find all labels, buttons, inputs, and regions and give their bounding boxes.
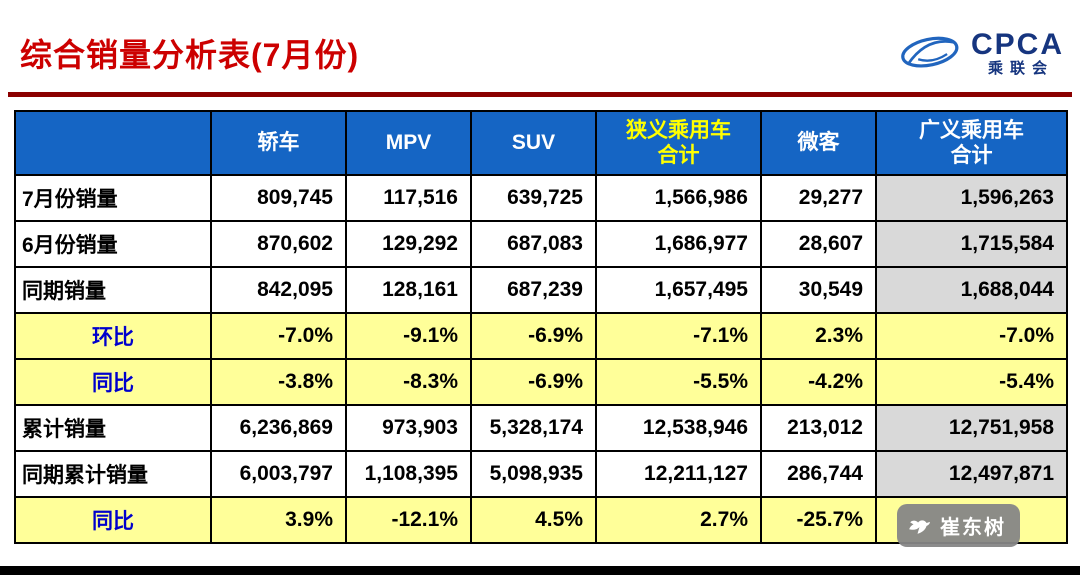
title-divider-line (8, 92, 1072, 97)
row-label: 7月份销量 (14, 174, 212, 222)
value-cell: 973,903 (345, 404, 472, 452)
value-cell: -4.2% (760, 358, 877, 406)
value-cell: -7.0% (210, 312, 347, 360)
value-cell: 129,292 (345, 220, 472, 268)
value-cell: 3.9% (210, 496, 347, 544)
table-header: 轿车 MPV SUV 狭义乘用车 合计 微客 广义乘用车 合计 (14, 110, 1068, 176)
column-header: 狭义乘用车 合计 (595, 110, 762, 176)
value-cell: 2.3% (760, 312, 877, 360)
row-label: 累计销量 (14, 404, 212, 452)
column-header: 微客 (760, 110, 877, 176)
value-cell: 1,715,584 (875, 220, 1068, 268)
row-label: 同比 (14, 496, 212, 544)
value-cell: 6,236,869 (210, 404, 347, 452)
value-cell: -6.9% (470, 312, 597, 360)
corner-header-cell (14, 110, 212, 176)
value-cell: 1,566,986 (595, 174, 762, 222)
value-cell: 1,686,977 (595, 220, 762, 268)
value-cell: -9.1% (345, 312, 472, 360)
value-cell: 842,095 (210, 266, 347, 314)
header-row: 轿车 MPV SUV 狭义乘用车 合计 微客 广义乘用车 合计 (14, 110, 1068, 176)
value-cell: 1,657,495 (595, 266, 762, 314)
value-cell: 1,108,395 (345, 450, 472, 498)
value-cell: 687,239 (470, 266, 597, 314)
table-row: 环比 -7.0% -9.1% -6.9% -7.1% 2.3% -7.0% (14, 312, 1068, 360)
value-cell: 12,538,946 (595, 404, 762, 452)
value-cell: 4.5% (470, 496, 597, 544)
cpca-logo-name: CPCA (970, 28, 1064, 62)
value-cell: 6,003,797 (210, 450, 347, 498)
value-cell: 639,725 (470, 174, 597, 222)
value-cell: 2.7% (595, 496, 762, 544)
row-label: 同期销量 (14, 266, 212, 314)
value-cell: -8.3% (345, 358, 472, 406)
row-label: 环比 (14, 312, 212, 360)
column-header: MPV (345, 110, 472, 176)
table-row: 同期累计销量 6,003,797 1,108,395 5,098,935 12,211,… (14, 450, 1068, 498)
bottom-bar (0, 566, 1080, 575)
table-row: 同比 -3.8% -8.3% -6.9% -5.5% -4.2% -5.4% (14, 358, 1068, 406)
value-cell: -5.5% (595, 358, 762, 406)
table-row: 6月份销量 870,602 129,292 687,083 1,686,977 28,60… (14, 220, 1068, 268)
value-cell: 117,516 (345, 174, 472, 222)
value-cell: 128,161 (345, 266, 472, 314)
value-cell: 1,688,044 (875, 266, 1068, 314)
value-cell: 28,607 (760, 220, 877, 268)
row-label: 6月份销量 (14, 220, 212, 268)
table-row: 同期销量 842,095 128,161 687,239 1,657,495 30,549… (14, 266, 1068, 314)
row-label: 同期累计销量 (14, 450, 212, 498)
value-cell: 12,497,871 (875, 450, 1068, 498)
top-bar: 综合销量分析表(7月份) CPCA 乘联会 (0, 0, 1080, 90)
value-cell: 12,211,127 (595, 450, 762, 498)
column-header: 广义乘用车 合计 (875, 110, 1068, 176)
table-row: 累计销量 6,236,869 973,903 5,328,174 12,538,946 2… (14, 404, 1068, 452)
value-cell: 1,596,263 (875, 174, 1068, 222)
value-cell: -7.1% (595, 312, 762, 360)
cpca-logo-text-block: CPCA 乘联会 (971, 29, 1064, 76)
value-cell: -12.1% (345, 496, 472, 544)
table-row: 7月份销量 809,745 117,516 639,725 1,566,986 29,27… (14, 174, 1068, 222)
sales-table: 轿车 MPV SUV 狭义乘用车 合计 微客 广义乘用车 合计 7月份销量 809,745 1… (14, 110, 1068, 544)
value-cell: 5,098,935 (470, 450, 597, 498)
value-cell: 870,602 (210, 220, 347, 268)
value-cell: 30,549 (760, 266, 877, 314)
watermark-badge: 崔东树 (897, 504, 1020, 547)
value-cell: 213,012 (760, 404, 877, 452)
value-cell: 286,744 (760, 450, 877, 498)
bird-icon (909, 519, 930, 534)
value-cell: -7.0% (875, 312, 1068, 360)
value-cell: 5,328,174 (470, 404, 597, 452)
value-cell: -6.9% (470, 358, 597, 406)
value-cell: 12,751,958 (875, 404, 1068, 452)
cpca-logo: CPCA 乘联会 (897, 29, 1064, 77)
cpca-logo-subname: 乘联会 (987, 59, 1054, 77)
table-body: 7月份销量 809,745 117,516 639,725 1,566,986 29,27… (14, 174, 1068, 544)
value-cell: 687,083 (470, 220, 597, 268)
cpca-swoosh-icon (901, 36, 959, 68)
watermark-text: 崔东树 (940, 517, 1006, 539)
column-header: 轿车 (210, 110, 347, 176)
column-header: SUV (470, 110, 597, 176)
value-cell: -5.4% (875, 358, 1068, 406)
value-cell: 29,277 (760, 174, 877, 222)
row-label: 同比 (14, 358, 212, 406)
value-cell: 809,745 (210, 174, 347, 222)
value-cell: -25.7% (760, 496, 877, 544)
page-title: 综合销量分析表(7月份) (20, 37, 360, 73)
value-cell: -3.8% (210, 358, 347, 406)
